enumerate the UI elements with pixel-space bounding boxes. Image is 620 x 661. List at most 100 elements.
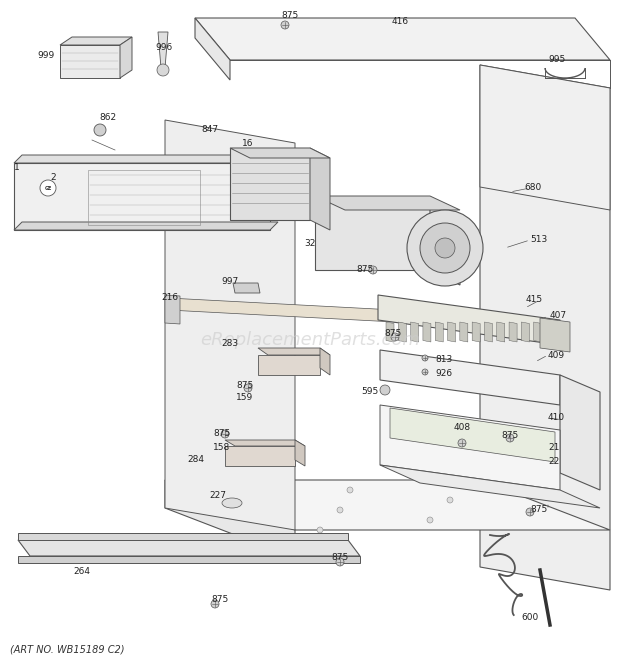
Text: 875: 875: [530, 506, 547, 514]
Polygon shape: [60, 37, 132, 45]
Text: 16: 16: [242, 139, 254, 147]
Text: 284: 284: [187, 455, 205, 465]
Polygon shape: [14, 222, 278, 230]
Polygon shape: [233, 283, 260, 293]
Text: 875: 875: [502, 430, 518, 440]
Text: eReplacementParts.com: eReplacementParts.com: [200, 331, 420, 349]
Circle shape: [281, 21, 289, 29]
Polygon shape: [195, 18, 610, 60]
Polygon shape: [484, 322, 492, 342]
Polygon shape: [380, 405, 560, 490]
Circle shape: [420, 223, 470, 273]
Text: 408: 408: [453, 422, 471, 432]
Circle shape: [391, 333, 399, 341]
Polygon shape: [398, 322, 406, 342]
Polygon shape: [165, 480, 610, 530]
Polygon shape: [521, 322, 529, 342]
Circle shape: [337, 507, 343, 513]
Polygon shape: [165, 480, 295, 558]
Text: 410: 410: [548, 414, 565, 422]
Text: 813: 813: [435, 356, 452, 364]
Text: 159: 159: [236, 393, 254, 403]
Polygon shape: [540, 318, 570, 352]
Polygon shape: [430, 200, 460, 285]
Polygon shape: [315, 196, 460, 210]
Polygon shape: [14, 163, 270, 230]
Text: 409: 409: [548, 350, 565, 360]
Polygon shape: [165, 295, 180, 324]
Circle shape: [458, 439, 466, 447]
Circle shape: [221, 430, 229, 438]
Polygon shape: [380, 350, 560, 405]
Polygon shape: [310, 148, 330, 230]
Text: 22: 22: [548, 457, 559, 467]
Circle shape: [506, 434, 514, 442]
Circle shape: [369, 266, 377, 274]
Text: 158: 158: [213, 442, 231, 451]
Polygon shape: [165, 120, 295, 530]
Polygon shape: [14, 155, 278, 163]
Text: 875: 875: [211, 596, 229, 605]
Polygon shape: [386, 322, 394, 342]
Text: GE: GE: [44, 186, 51, 190]
Circle shape: [380, 385, 390, 395]
Text: 995: 995: [548, 56, 565, 65]
Text: 216: 216: [161, 293, 179, 303]
Polygon shape: [390, 408, 555, 462]
Polygon shape: [472, 322, 480, 342]
Circle shape: [317, 527, 323, 533]
Text: 21: 21: [548, 442, 559, 451]
Polygon shape: [460, 322, 468, 342]
Text: 227: 227: [210, 490, 226, 500]
Polygon shape: [480, 65, 610, 590]
Text: 875: 875: [356, 266, 374, 274]
Circle shape: [407, 210, 483, 286]
Polygon shape: [435, 322, 443, 342]
Polygon shape: [230, 148, 310, 220]
Polygon shape: [448, 322, 456, 342]
Polygon shape: [380, 465, 600, 508]
Text: 875: 875: [384, 329, 402, 338]
Text: 407: 407: [550, 311, 567, 321]
Polygon shape: [410, 322, 418, 342]
Text: 595: 595: [361, 387, 379, 397]
Polygon shape: [18, 540, 360, 556]
Polygon shape: [509, 322, 517, 342]
Text: 997: 997: [221, 278, 239, 286]
Polygon shape: [18, 556, 360, 563]
Polygon shape: [225, 440, 305, 446]
Polygon shape: [60, 45, 120, 78]
Polygon shape: [258, 355, 320, 375]
Polygon shape: [560, 375, 600, 490]
Polygon shape: [158, 32, 168, 68]
Polygon shape: [295, 440, 305, 466]
Text: 600: 600: [521, 613, 539, 623]
Polygon shape: [195, 18, 230, 80]
Circle shape: [526, 508, 534, 516]
Polygon shape: [258, 348, 330, 355]
Text: 513: 513: [530, 235, 547, 245]
Text: 416: 416: [391, 17, 409, 26]
Circle shape: [347, 487, 353, 493]
Text: 996: 996: [155, 44, 172, 52]
Circle shape: [94, 124, 106, 136]
Text: 875: 875: [331, 553, 348, 563]
Circle shape: [422, 369, 428, 375]
Circle shape: [447, 497, 453, 503]
Polygon shape: [18, 533, 348, 540]
Circle shape: [427, 517, 433, 523]
Text: 875: 875: [236, 381, 254, 389]
Text: 999: 999: [38, 50, 55, 59]
Circle shape: [422, 355, 428, 361]
Polygon shape: [480, 65, 610, 210]
Polygon shape: [168, 298, 395, 322]
Text: 875: 875: [281, 11, 299, 20]
Text: 32: 32: [304, 239, 316, 247]
Polygon shape: [320, 348, 330, 375]
Text: 264: 264: [74, 568, 91, 576]
Polygon shape: [225, 446, 295, 466]
Polygon shape: [423, 322, 431, 342]
Text: 875: 875: [213, 430, 231, 438]
Ellipse shape: [222, 498, 242, 508]
Polygon shape: [315, 200, 430, 270]
